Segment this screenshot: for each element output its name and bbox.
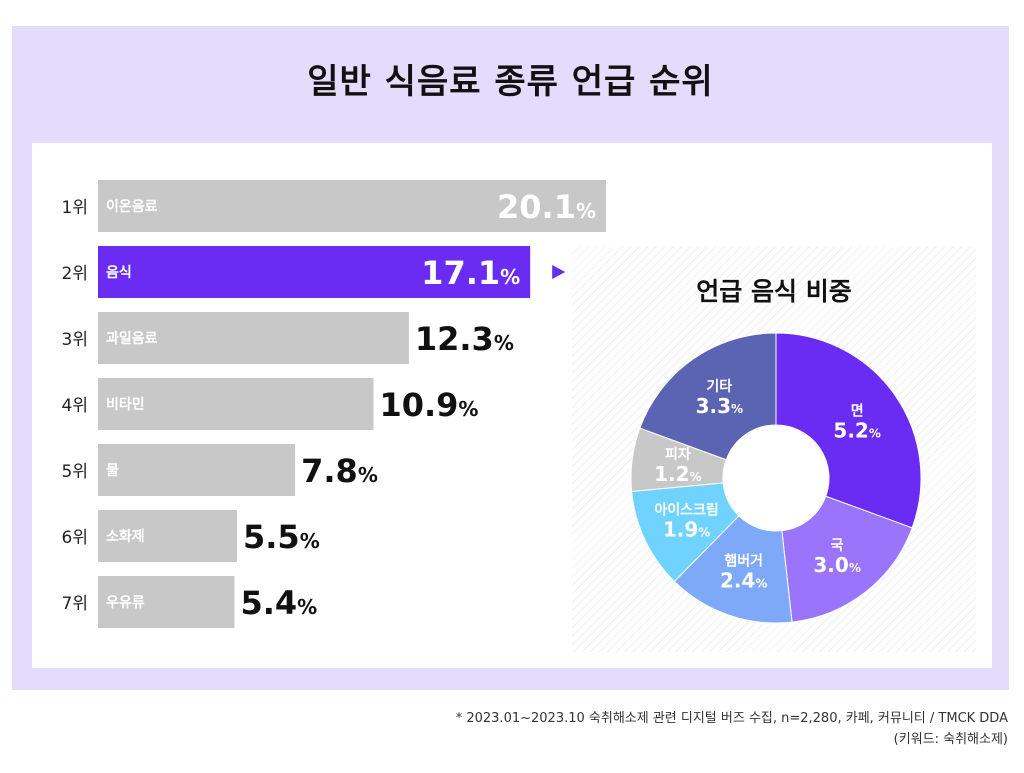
footnote-keyword: (키워드: 숙취해소제) xyxy=(893,732,1008,747)
chart-title: 일반 식음료 종류 언급 순위 xyxy=(307,62,714,102)
bar xyxy=(98,444,296,496)
bar-value-label: 10.9% xyxy=(379,386,478,424)
bar-value-label: 7.8% xyxy=(301,452,378,490)
bar-value-label: 5.4% xyxy=(240,584,317,622)
bar-category-label: 음식 xyxy=(106,265,132,281)
bar xyxy=(98,312,409,364)
bar xyxy=(98,378,374,430)
bar-category-label: 비타민 xyxy=(106,396,145,413)
bar-category-label: 소화제 xyxy=(106,529,145,545)
rank-label: 5위 xyxy=(62,462,88,482)
bar xyxy=(98,180,606,232)
rank-label: 1위 xyxy=(62,198,88,218)
bar-value-label: 12.3% xyxy=(415,320,514,358)
rank-label: 6위 xyxy=(62,528,88,548)
bar xyxy=(98,246,531,298)
footnote: * 2023.01~2023.10 숙취해소제 관련 디지털 버즈 수집, n=… xyxy=(456,708,1008,750)
bar-category-label: 과일음료 xyxy=(106,331,158,347)
donut-chart-title: 언급 음식 비중 xyxy=(696,277,852,306)
bar xyxy=(98,576,235,628)
bar-category-label: 이온음료 xyxy=(106,198,158,215)
rank-label: 3위 xyxy=(62,330,88,350)
bar-category-label: 우유류 xyxy=(106,595,145,611)
footnote-source: * 2023.01~2023.10 숙취해소제 관련 디지털 버즈 수집, n=… xyxy=(455,711,1008,726)
rank-label: 2위 xyxy=(62,264,88,284)
bar-category-label: 물 xyxy=(106,463,119,479)
bar-value-label: 17.1% xyxy=(421,254,520,292)
rank-label: 7위 xyxy=(62,594,88,614)
highlight-pointer-icon xyxy=(552,265,566,279)
rank-label: 4위 xyxy=(62,396,88,416)
bar-value-label: 5.5% xyxy=(243,518,320,556)
bar xyxy=(98,510,238,562)
bar-value-label: 20.1% xyxy=(497,188,596,226)
